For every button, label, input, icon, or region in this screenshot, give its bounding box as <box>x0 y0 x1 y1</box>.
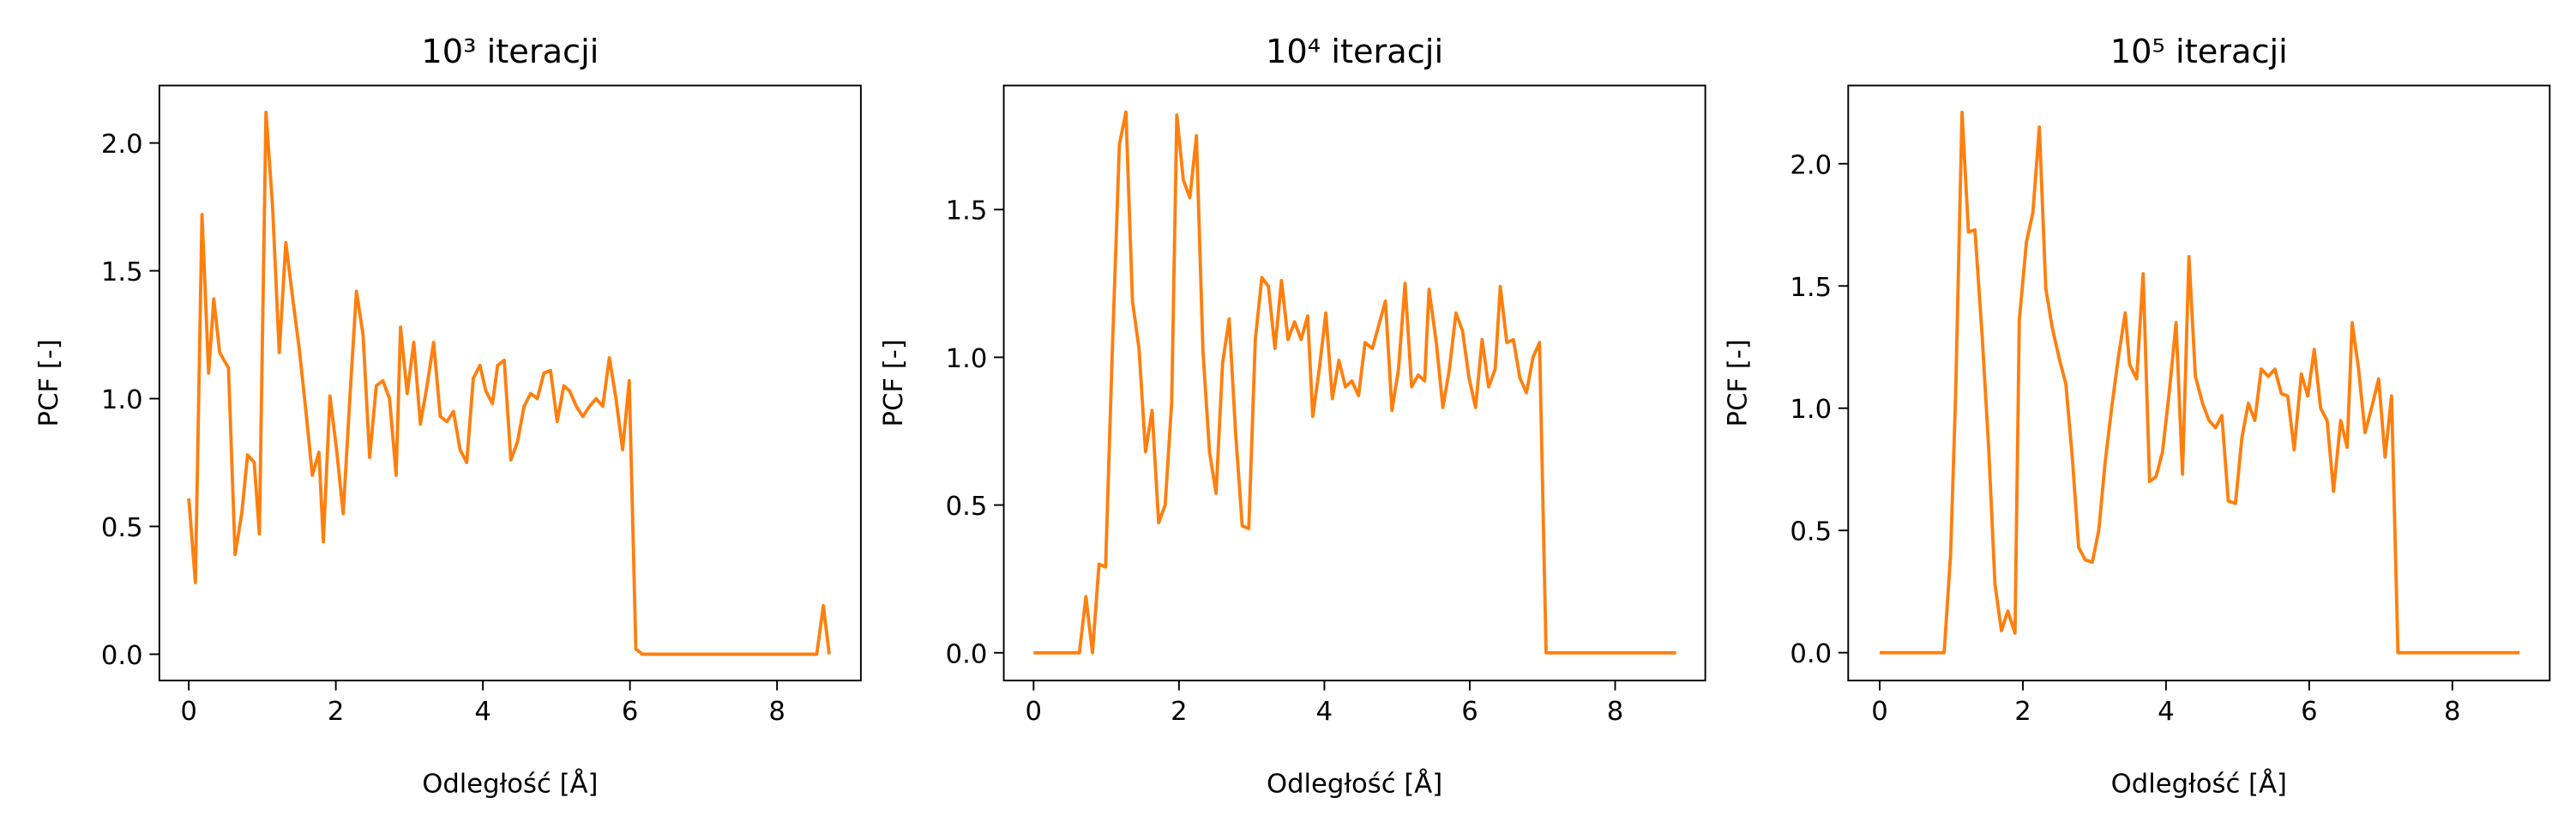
subplot-title: 10³ iteracji <box>421 33 599 71</box>
y-tick-label: 0.5 <box>946 492 988 522</box>
x-tick-label: 2 <box>2014 697 2031 727</box>
x-tick-label: 2 <box>328 697 345 727</box>
y-axis-label: PCF [-] <box>879 339 909 426</box>
y-tick-label: 2.0 <box>1790 150 1832 180</box>
axes-frame <box>1847 84 2551 682</box>
axes-frame <box>1002 84 1706 682</box>
x-tick-label: 4 <box>1316 697 1333 727</box>
subplot-title: 10⁵ iteracji <box>2110 33 2288 71</box>
x-tick-label: 8 <box>2444 697 2461 727</box>
y-tick-label: 2.0 <box>101 130 143 160</box>
subplot-title: 10⁴ iteracji <box>1266 33 1443 71</box>
x-tick-label: 4 <box>474 697 491 727</box>
x-tick-label: 0 <box>180 697 197 727</box>
x-axis-label: Odległość [Å] <box>2111 768 2287 799</box>
y-axis-label: PCF [-] <box>34 339 64 426</box>
y-tick-label: 0.5 <box>101 513 143 543</box>
axes-frame <box>158 84 862 682</box>
y-tick-label: 1.5 <box>101 257 143 287</box>
x-tick-label: 2 <box>1171 697 1188 727</box>
y-tick-label: 0.5 <box>1790 517 1832 547</box>
y-tick-label: 0.0 <box>101 641 143 671</box>
x-tick-label: 6 <box>622 697 639 727</box>
x-tick-label: 0 <box>1026 697 1042 727</box>
x-tick-label: 6 <box>2301 697 2318 727</box>
y-axis-label: PCF [-] <box>1724 339 1754 426</box>
y-tick-label: 1.0 <box>946 344 988 374</box>
y-tick-label: 0.0 <box>1790 639 1832 669</box>
y-tick-label: 1.0 <box>101 385 143 415</box>
x-axis-label: Odległość [Å] <box>1267 768 1442 799</box>
pcf-line <box>187 110 831 656</box>
y-tick-label: 1.5 <box>1790 273 1832 303</box>
y-tick-label: 1.5 <box>946 196 988 227</box>
x-tick-label: 8 <box>1607 697 1624 727</box>
pcf-line <box>1880 111 2520 655</box>
x-tick-label: 6 <box>1461 697 1478 727</box>
x-axis-label: Odległość [Å] <box>422 768 598 799</box>
x-tick-label: 8 <box>768 697 785 727</box>
y-tick-label: 1.0 <box>1790 395 1832 425</box>
y-tick-label: 0.0 <box>946 639 988 669</box>
x-tick-label: 4 <box>2158 697 2175 727</box>
x-tick-label: 0 <box>1871 697 1888 727</box>
pcf-line <box>1033 110 1676 655</box>
